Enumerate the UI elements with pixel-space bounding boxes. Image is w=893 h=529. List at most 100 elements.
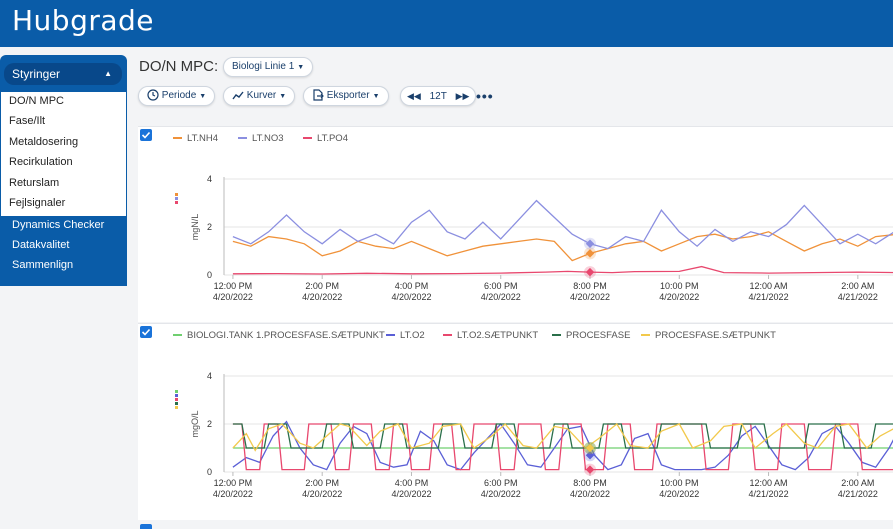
kurver-label: Kurver — [246, 90, 277, 101]
x-tick-time: 12:00 AM — [750, 281, 788, 291]
x-tick-time: 6:00 PM — [484, 281, 518, 291]
series-indicator — [175, 197, 178, 200]
sidebar-link-dynamics-checker[interactable]: Dynamics Checker — [12, 219, 105, 231]
kurver-button[interactable]: Kurver ▼ — [223, 86, 296, 106]
series-line — [232, 423, 893, 452]
y-tick-label: 0 — [207, 270, 212, 280]
caret-down-icon: ▼ — [199, 93, 207, 100]
x-tick-date: 4/20/2022 — [570, 489, 610, 499]
sidebar-header-styringer[interactable]: Styringer ▲ — [4, 63, 122, 85]
chart-2-svg: BIOLOGI.TANK 1.PROCESFASE.SÆTPUNKT LT.O2 L… — [173, 330, 893, 499]
x-tick-time: 2:00 AM — [841, 281, 874, 291]
line-chart-icon — [232, 91, 244, 100]
chart-panel-2: BIOLOGI.TANK 1.PROCESFASE.SÆTPUNKT LT.O2 L… — [138, 323, 893, 520]
legend-item[interactable]: LT.PO4 — [317, 133, 348, 144]
chart-panel-1: LT.NH4 LT.NO3 LT.PO4 0 2 4 mgN/L 12:00 PM 4/20/2… — [138, 126, 893, 322]
sidebar-item-do-n-mpc[interactable]: DO/N MPC — [9, 95, 64, 107]
x-tick-time: 8:00 PM — [573, 281, 607, 291]
sidebar-submenu: DO/N MPC Fase/Ilt Metaldosering Recirkul… — [1, 92, 126, 216]
series-line — [232, 199, 893, 250]
x-tick-time: 8:00 PM — [573, 478, 607, 488]
sidebar-item-returslam[interactable]: Returslam — [9, 177, 60, 189]
x-tick-time: 2:00 PM — [305, 281, 339, 291]
line-select-dropdown[interactable]: Biologi Linie 1 ▼ — [223, 57, 314, 77]
top-bar: Hubgrade — [0, 0, 893, 47]
periode-label: Periode — [161, 90, 197, 101]
x-tick-time: 10:00 PM — [660, 478, 699, 488]
clock-icon — [147, 89, 159, 101]
sidebar-item-recirkulation[interactable]: Recirkulation — [9, 156, 73, 168]
caret-up-icon: ▲ — [104, 69, 112, 78]
y-axis-label: mgN/L — [190, 214, 200, 241]
x-tick-date: 4/20/2022 — [213, 292, 253, 302]
caret-down-icon: ▼ — [279, 93, 287, 100]
legend-item[interactable]: LT.NH4 — [187, 133, 218, 144]
series-indicator — [175, 402, 178, 405]
export-icon — [313, 89, 324, 101]
panel-checkbox-2[interactable] — [140, 326, 152, 338]
series-indicator — [175, 406, 178, 409]
x-tick-date: 4/21/2022 — [749, 489, 789, 499]
x-tick-date: 4/20/2022 — [213, 489, 253, 499]
x-tick-date: 4/20/2022 — [302, 489, 342, 499]
hover-marker — [585, 267, 595, 277]
caret-down-icon: ▼ — [372, 93, 380, 100]
x-tick-time: 12:00 AM — [750, 478, 788, 488]
sidebar-item-fejlsignaler[interactable]: Fejlsignaler — [9, 197, 66, 209]
range-label: 12T — [429, 91, 447, 102]
eksporter-button[interactable]: Eksporter ▼ — [303, 86, 389, 106]
x-tick-time: 4:00 PM — [395, 478, 429, 488]
next-range-icon[interactable]: ▶▶ — [455, 91, 470, 101]
x-tick-date: 4/20/2022 — [570, 292, 610, 302]
y-tick-label: 2 — [207, 222, 212, 232]
sidebar-item-fase-ilt[interactable]: Fase/Ilt — [9, 115, 46, 127]
legend-item[interactable]: BIOLOGI.TANK 1.PROCESFASE.SÆTPUNKT — [187, 330, 385, 341]
x-tick-date: 4/20/2022 — [659, 489, 699, 499]
x-tick-time: 2:00 AM — [841, 478, 874, 488]
prev-range-icon[interactable]: ◀◀ — [407, 91, 421, 101]
y-tick-label: 4 — [207, 371, 212, 381]
x-tick-date: 4/20/2022 — [481, 489, 521, 499]
x-tick-date: 4/21/2022 — [838, 292, 878, 302]
x-tick-date: 4/20/2022 — [659, 292, 699, 302]
x-tick-date: 4/20/2022 — [481, 292, 521, 302]
sidebar-header-label: Styringer — [12, 67, 61, 81]
panel-checkbox-1[interactable] — [140, 129, 152, 141]
x-tick-time: 12:00 PM — [214, 281, 253, 291]
hover-marker — [585, 443, 595, 453]
y-axis-label: mgO/L — [190, 410, 200, 437]
legend-item[interactable]: LT.NO3 — [252, 133, 284, 144]
x-tick-time: 4:00 PM — [395, 281, 429, 291]
x-tick-date: 4/21/2022 — [749, 292, 789, 302]
page-title: DO/N MPC: — [139, 58, 219, 75]
series-indicator — [175, 390, 178, 393]
legend-item[interactable]: LT.O2.SÆTPUNKT — [457, 330, 538, 341]
sidebar-item-metaldosering[interactable]: Metaldosering — [9, 136, 79, 148]
caret-down-icon: ▼ — [297, 64, 305, 71]
brand-logo[interactable]: Hubgrade — [12, 4, 155, 37]
sidebar-link-sammenlign[interactable]: Sammenlign — [12, 259, 74, 271]
more-options-icon[interactable]: ••• — [476, 88, 494, 104]
y-tick-label: 4 — [207, 174, 212, 184]
check-icon — [141, 131, 151, 139]
series-line — [232, 265, 893, 275]
panel-checkbox-3[interactable] — [140, 524, 152, 529]
sidebar: Styringer ▲ DO/N MPC Fase/Ilt Metaldoser… — [0, 55, 127, 286]
legend-item[interactable]: LT.O2 — [400, 330, 425, 341]
y-tick-label: 2 — [207, 419, 212, 429]
check-icon — [141, 328, 151, 336]
sidebar-link-datakvalitet[interactable]: Datakvalitet — [12, 239, 70, 251]
series-indicator — [175, 394, 178, 397]
series-indicator — [175, 398, 178, 401]
legend-item[interactable]: PROCESFASE.SÆTPUNKT — [655, 330, 776, 341]
x-tick-date: 4/20/2022 — [302, 292, 342, 302]
hover-marker — [585, 465, 595, 474]
x-tick-time: 10:00 PM — [660, 281, 699, 291]
series-indicator — [175, 201, 178, 204]
x-tick-time: 2:00 PM — [305, 478, 339, 488]
eksporter-label: Eksporter — [326, 90, 370, 101]
periode-button[interactable]: Periode ▼ — [138, 86, 216, 106]
legend-item[interactable]: PROCESFASE — [566, 330, 630, 341]
series-indicator — [175, 193, 178, 196]
